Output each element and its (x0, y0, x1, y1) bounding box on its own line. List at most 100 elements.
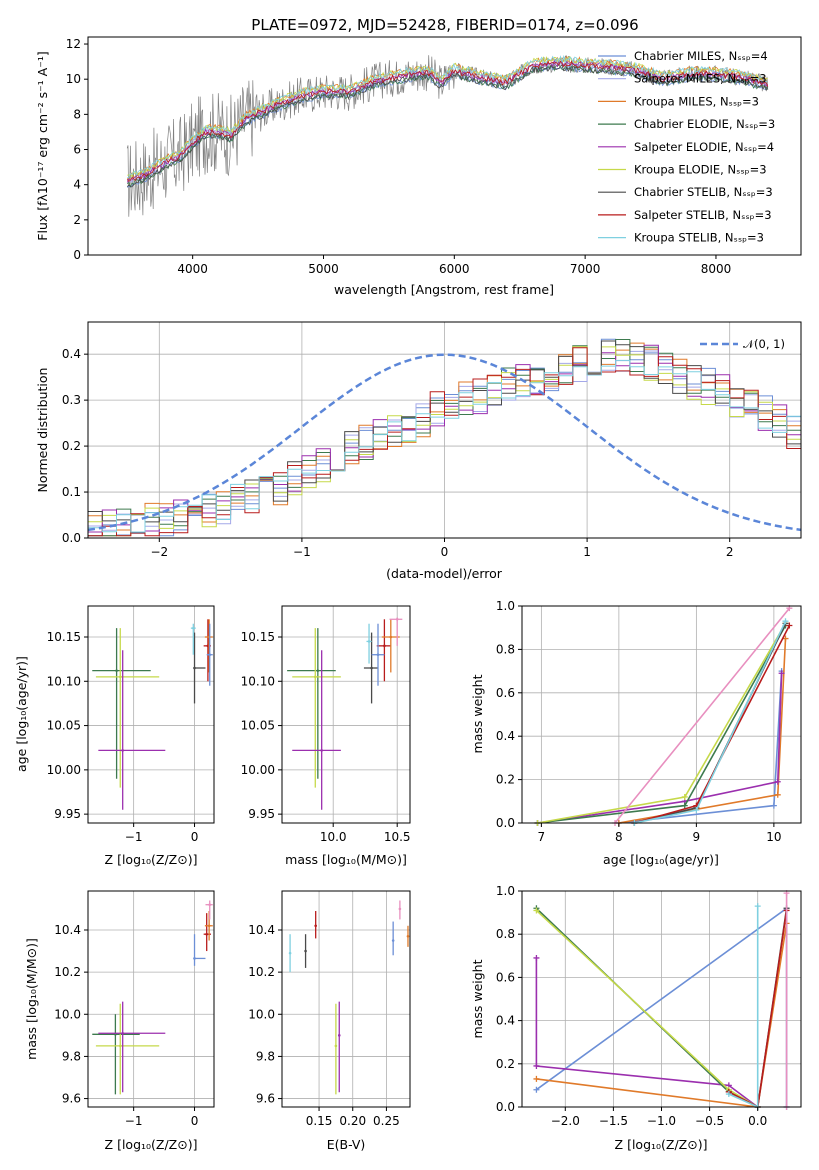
spectrum-panel: 4000 5000 6000 7000 8000 0 2 4 6 8 10 12 Chabrier … (35, 36, 802, 297)
spectrum-model-line (127, 54, 768, 179)
y-tick-label: 10.15 (47, 630, 81, 644)
x-tick-label: −2.0 (551, 1114, 580, 1128)
x-tick-label: 6000 (439, 262, 470, 276)
weight-vs-Z-x-ticks: −2.0 −1.5 −1.0 −0.5 0.0 (551, 1107, 767, 1128)
histogram-step (88, 347, 801, 537)
x-tick-label: 5000 (308, 262, 339, 276)
age-vs-mass-x-ticks: 10.0 10.5 (320, 823, 411, 844)
weight-vs-age-y-label: mass weight (470, 674, 485, 753)
data-point (389, 635, 393, 639)
age-vs-Z-axes-frame (87, 605, 215, 824)
y-tick-label: 0.0 (496, 816, 515, 830)
histogram-y-ticks: 0.0 0.1 0.2 0.3 0.4 (62, 347, 88, 545)
y-tick-label: 0.4 (496, 729, 515, 743)
age-vs-Z-x-ticks: −1 0 (125, 823, 198, 844)
x-tick-label: −2 (150, 545, 168, 559)
weight-marker (778, 670, 785, 677)
y-tick-label: 0.0 (496, 1100, 515, 1114)
data-point (320, 749, 323, 752)
weight-marker (774, 791, 781, 798)
y-tick-label: 9.95 (54, 807, 81, 821)
x-tick-label: −1 (125, 830, 143, 844)
y-tick-label: 10.4 (248, 923, 275, 937)
histogram-step (88, 344, 801, 534)
data-point (118, 1044, 122, 1048)
x-tick-label: 4000 (177, 262, 208, 276)
x-tick-label: 10.0 (320, 830, 347, 844)
weight-marker (786, 622, 793, 629)
mass-vs-Z-panel: −1 0 9.6 9.8 10.0 10.2 10.4 Z [log₁₀(Z/Z⊙)] m… (24, 890, 215, 1152)
age-vs-mass-x-label: mass [log₁₀(M/M⊙)] (285, 852, 407, 867)
data-point (115, 669, 118, 672)
x-tick-label: 0.0 (748, 1114, 767, 1128)
legend-label: Kroupa STELIB, Nₛₛₚ=3 (634, 231, 764, 245)
y-tick-label: 10.00 (241, 763, 275, 777)
weight-marker (770, 802, 777, 809)
weight-marker (754, 903, 761, 910)
weight-marker (533, 907, 540, 914)
weight-marker (693, 806, 700, 813)
x-tick-label: −1.5 (599, 1114, 628, 1128)
legend-label: Salpeter STELIB, Nₛₛₚ=3 (634, 208, 772, 222)
age-vs-Z-y-ticks: 9.95 10.00 10.05 10.10 10.15 (47, 630, 88, 821)
weight-marker (681, 802, 688, 809)
spectrum-x-label: wavelength [Angstrom, rest frame] (334, 282, 554, 297)
normal-curve (87, 353, 802, 532)
x-tick-label: −1 (125, 1114, 143, 1128)
data-point (121, 749, 124, 752)
weight-marker (725, 1091, 732, 1098)
x-tick-label: 8 (615, 830, 623, 844)
mass-vs-ebv-axes-frame (281, 890, 411, 1108)
age-vs-Z-panel: −1 0 9.95 10.00 10.05 10.10 10.15 Z [log₁₀(Z/… (14, 605, 215, 867)
mass-vs-Z-y-label: mass [log₁₀(M/M⊙)] (24, 938, 39, 1060)
weight-vs-Z-x-label: Z [log₁₀(Z/Z⊙)] (615, 1137, 708, 1152)
y-tick-label: 0.4 (62, 347, 81, 361)
age-vs-mass-plot-area (282, 606, 410, 823)
weight-vs-age-axes-frame (521, 605, 802, 824)
histogram-step (88, 359, 801, 533)
y-tick-label: 10.10 (241, 674, 275, 688)
spectrum-model-line (126, 60, 769, 182)
y-tick-label: 10.4 (54, 923, 81, 937)
y-tick-label: 10.05 (47, 719, 81, 733)
data-point (205, 932, 208, 936)
data-point (337, 1034, 341, 1037)
x-tick-label: 1 (583, 545, 591, 559)
y-tick-label: 10.05 (241, 719, 275, 733)
y-tick-label: 10.15 (241, 630, 275, 644)
y-tick-label: 0.2 (496, 773, 515, 787)
y-tick-label: 0.8 (496, 927, 515, 941)
data-point (193, 666, 196, 670)
data-point (383, 644, 386, 648)
data-point (391, 939, 395, 942)
y-tick-label: 10.2 (248, 965, 275, 979)
weight-marker (782, 618, 789, 625)
y-tick-label: 9.6 (256, 1092, 275, 1106)
x-tick-label: 0.20 (339, 1114, 366, 1128)
y-tick-label: 0 (73, 248, 81, 262)
spectrum-legend: Chabrier MILES, Nₛₛₚ=4 Salpeter MILES, Nₛ… (598, 49, 775, 245)
y-tick-label: 0.2 (496, 1057, 515, 1071)
legend-label: Chabrier MILES, Nₛₛₚ=4 (634, 49, 768, 63)
x-tick-label: 10.5 (384, 830, 411, 844)
x-tick-label: 0 (441, 545, 449, 559)
weight-vs-age-x-ticks: 7 8 9 10 (538, 823, 782, 844)
y-tick-label: 0.6 (496, 970, 515, 984)
data-point (313, 675, 317, 679)
y-tick-label: 0.4 (496, 1014, 515, 1028)
data-point (370, 666, 373, 670)
data-point (316, 669, 320, 672)
spectrum-plot-area (126, 54, 769, 217)
data-point (398, 907, 402, 911)
data-point (334, 1044, 338, 1048)
legend-label: Kroupa MILES, Nₛₛₚ=3 (634, 94, 759, 108)
data-point (376, 653, 380, 657)
weight-vs-Z-y-ticks: 0.0 0.2 0.4 0.6 0.8 1.0 (496, 884, 522, 1114)
y-tick-label: 9.95 (248, 807, 275, 821)
data-point (304, 949, 307, 953)
age-vs-mass-axes-frame (281, 605, 411, 824)
weight-marker (533, 1086, 540, 1093)
figure-title: PLATE=0972, MJD=52428, FIBERID=0174, z=0… (251, 16, 638, 34)
y-tick-label: 12 (66, 37, 81, 51)
